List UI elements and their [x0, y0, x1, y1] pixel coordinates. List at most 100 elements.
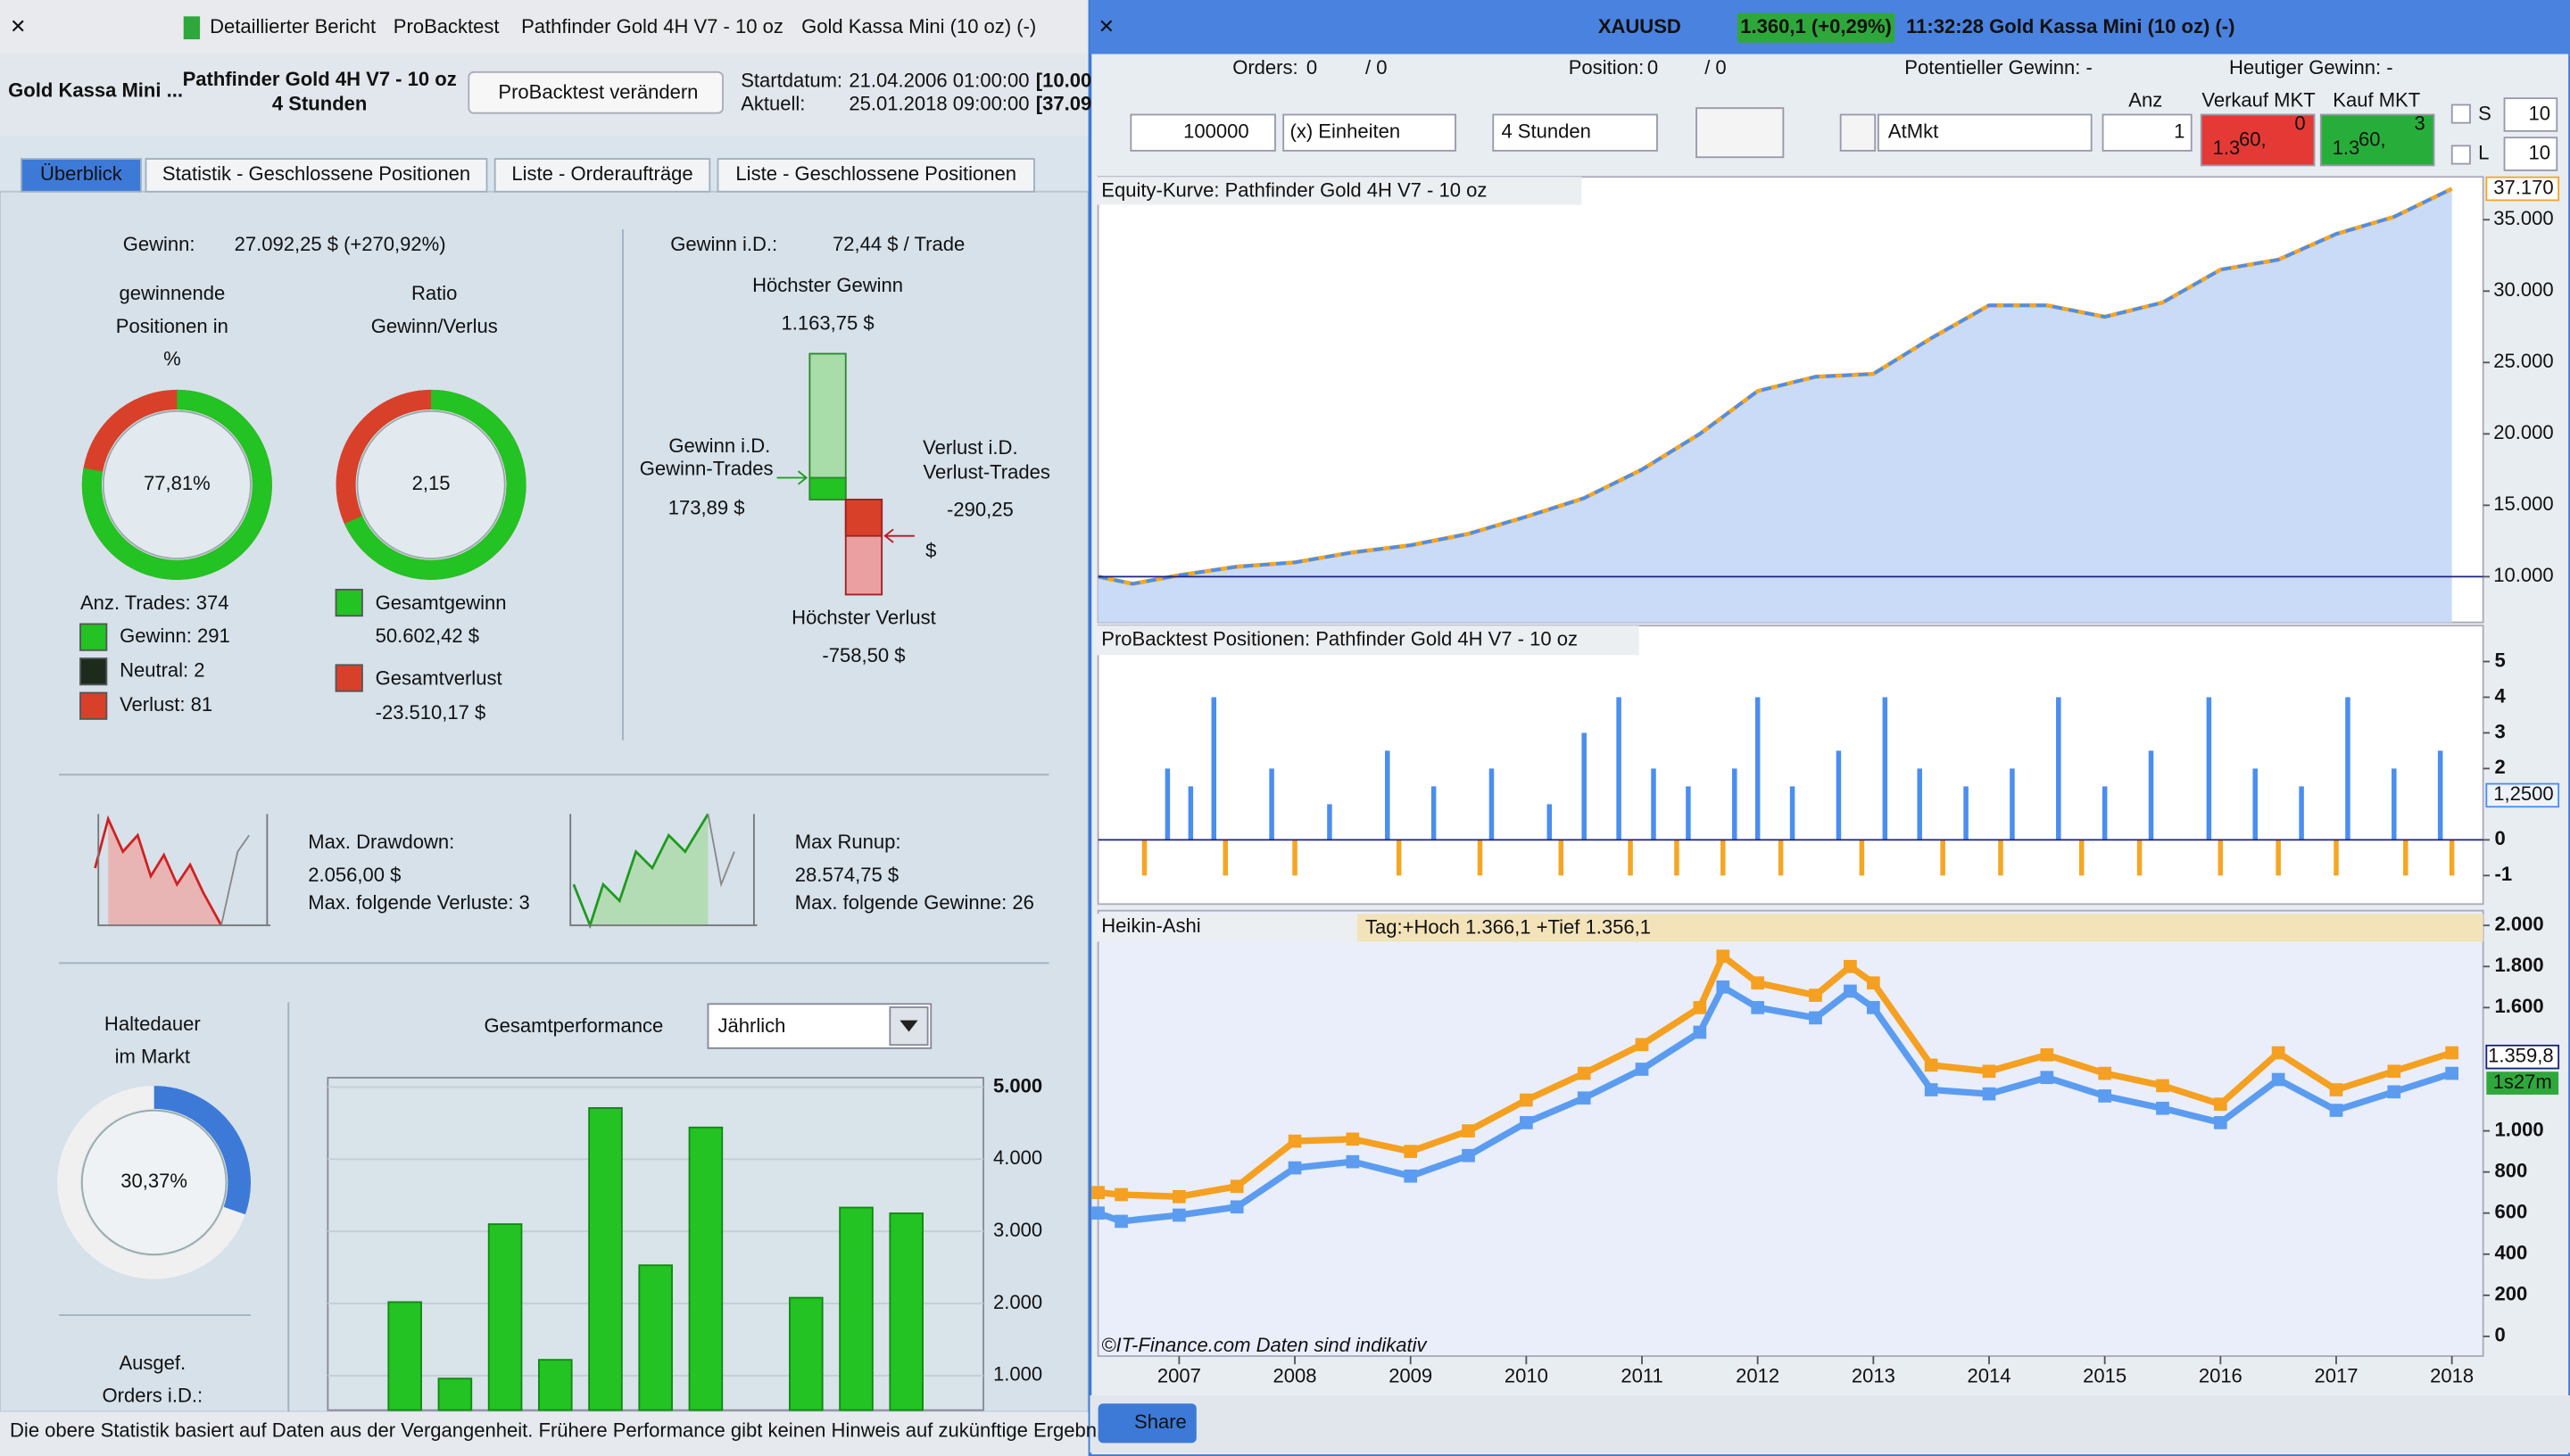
y-tick-label: 400 — [2495, 1242, 2528, 1264]
tab-label: Überblick — [40, 162, 123, 185]
current-label: Aktuell: — [741, 92, 805, 114]
panel-tab — [1094, 914, 1357, 942]
performance-title: Gesamtperformance — [484, 1014, 663, 1037]
totals-item: Gesamtverlust — [376, 667, 502, 690]
equity-line — [1098, 186, 2453, 586]
y-tick-label: 4.000 — [993, 1146, 1042, 1169]
position-bar — [2252, 768, 2258, 840]
drawdown-line — [94, 815, 223, 926]
avg-loss-bar — [844, 498, 883, 537]
totals-item: Gesamtgewinn — [376, 592, 507, 614]
holding-title: Haltedauer — [104, 1013, 201, 1035]
gain-label: Gewinn: — [123, 233, 195, 255]
donut-arc — [81, 389, 272, 580]
candle-marker — [1346, 1132, 1360, 1146]
indicator-button[interactable] — [1695, 107, 1785, 159]
position-bar — [2403, 840, 2408, 876]
tab[interactable] — [717, 158, 1035, 193]
x-tick-label: 2014 — [1968, 1365, 2011, 1387]
y-tick-label: 35.000 — [2493, 207, 2553, 229]
current-value: [37.09 — [1036, 92, 1091, 114]
candle-marker — [1809, 989, 1822, 1002]
runup-tail — [707, 814, 735, 888]
orders-label: Orders: — [1232, 56, 1297, 79]
candle-marker — [2213, 1097, 2227, 1111]
y-tick-label: 5.000 — [993, 1074, 1042, 1096]
holding-value: 30,37% — [120, 1170, 187, 1192]
holding-title: im Markt — [115, 1046, 190, 1068]
instrument: Gold Kassa Mini ... — [8, 79, 183, 102]
donut-inner — [102, 410, 252, 559]
count-input[interactable] — [2102, 113, 2193, 152]
order-type-dropdown[interactable] — [1877, 113, 2093, 152]
y-tick-label: 0 — [2495, 1324, 2506, 1346]
legend-swatch — [79, 658, 108, 686]
stop-input[interactable] — [2503, 97, 2558, 132]
x-tick-label: 2016 — [2199, 1365, 2243, 1387]
position-bar — [1686, 786, 1691, 840]
sell-label: Verkauf MKT — [2201, 89, 2315, 112]
edit-button[interactable] — [468, 70, 724, 114]
bar — [638, 1264, 673, 1411]
wrench-button[interactable] — [1839, 113, 1877, 152]
buy-price: 60, — [2359, 128, 2386, 151]
candle-marker — [1404, 1169, 1418, 1183]
tab-label: Statistik - Geschlossene Positionen — [162, 162, 470, 185]
sell-price: 60, — [2239, 128, 2267, 151]
candle-marker — [1635, 1038, 1649, 1052]
position-value: 0 — [1647, 56, 1658, 79]
timeframe-dropdown[interactable] — [1492, 113, 1658, 152]
candle-marker — [1844, 984, 1857, 998]
limit-checkbox[interactable] — [2450, 145, 2471, 165]
position-bar — [1223, 840, 1228, 876]
share-button[interactable] — [1098, 1403, 1197, 1444]
limit-value: 10 — [2528, 141, 2550, 163]
limit-input[interactable] — [2503, 136, 2558, 171]
unit: (x) Einheiten — [1290, 120, 1401, 143]
gain-value: 27.092,25 $ (+270,92%) — [235, 233, 446, 255]
y-tick-label: 10.000 — [2493, 564, 2553, 586]
stop-checkbox[interactable] — [2450, 103, 2471, 124]
candle-marker — [1982, 1064, 1996, 1079]
position-bar — [1651, 768, 1656, 840]
quantity-input[interactable] — [1130, 113, 1276, 152]
sell-button[interactable] — [2200, 113, 2316, 167]
buy-button[interactable] — [2319, 113, 2435, 167]
legend-swatch — [335, 588, 363, 617]
tab[interactable] — [145, 158, 488, 193]
candle-marker — [2445, 1046, 2458, 1060]
candle-marker — [1844, 959, 1857, 973]
donut-arc — [344, 389, 526, 580]
unit-dropdown[interactable] — [1282, 113, 1456, 152]
arrow — [776, 470, 808, 485]
position-bar — [1628, 840, 1633, 876]
candle-marker — [1693, 1001, 1707, 1014]
window-title: 11:32:28 Gold Kassa Mini (10 oz) (-) — [1906, 15, 2234, 37]
candle-marker — [2213, 1116, 2227, 1129]
win-pct-value: 77,81% — [144, 472, 211, 494]
candle-marker — [2098, 1066, 2112, 1080]
footer-text: Die obere Statistik basiert auf Daten au… — [10, 1419, 1097, 1441]
candle-marker — [1091, 1206, 1105, 1220]
position-bar — [1430, 786, 1437, 840]
value-marker: 1,2500 — [2493, 782, 2553, 805]
position-bar — [1754, 697, 1761, 840]
panel-tab — [1094, 625, 1639, 656]
count: 1 — [2174, 120, 2184, 143]
frame — [569, 814, 758, 927]
position-bar — [2136, 840, 2143, 876]
y-tick-label: 1.000 — [993, 1363, 1042, 1386]
tab[interactable] — [493, 158, 711, 193]
candle-marker — [1866, 1001, 1880, 1014]
tab[interactable] — [20, 158, 142, 193]
max-loss-title: Höchster Verlust — [792, 607, 936, 629]
close-icon: ✕ — [10, 15, 26, 37]
avg-loss-value: -290,25 — [947, 499, 1014, 521]
max-gain-value: 1.163,75 $ — [782, 311, 875, 334]
count-label: Anz — [2128, 89, 2162, 112]
position-bar — [1836, 750, 1842, 840]
order-type: AtMkt — [1888, 120, 1938, 143]
y-tick-label: 600 — [2495, 1201, 2528, 1223]
candle-marker — [1982, 1087, 1996, 1101]
